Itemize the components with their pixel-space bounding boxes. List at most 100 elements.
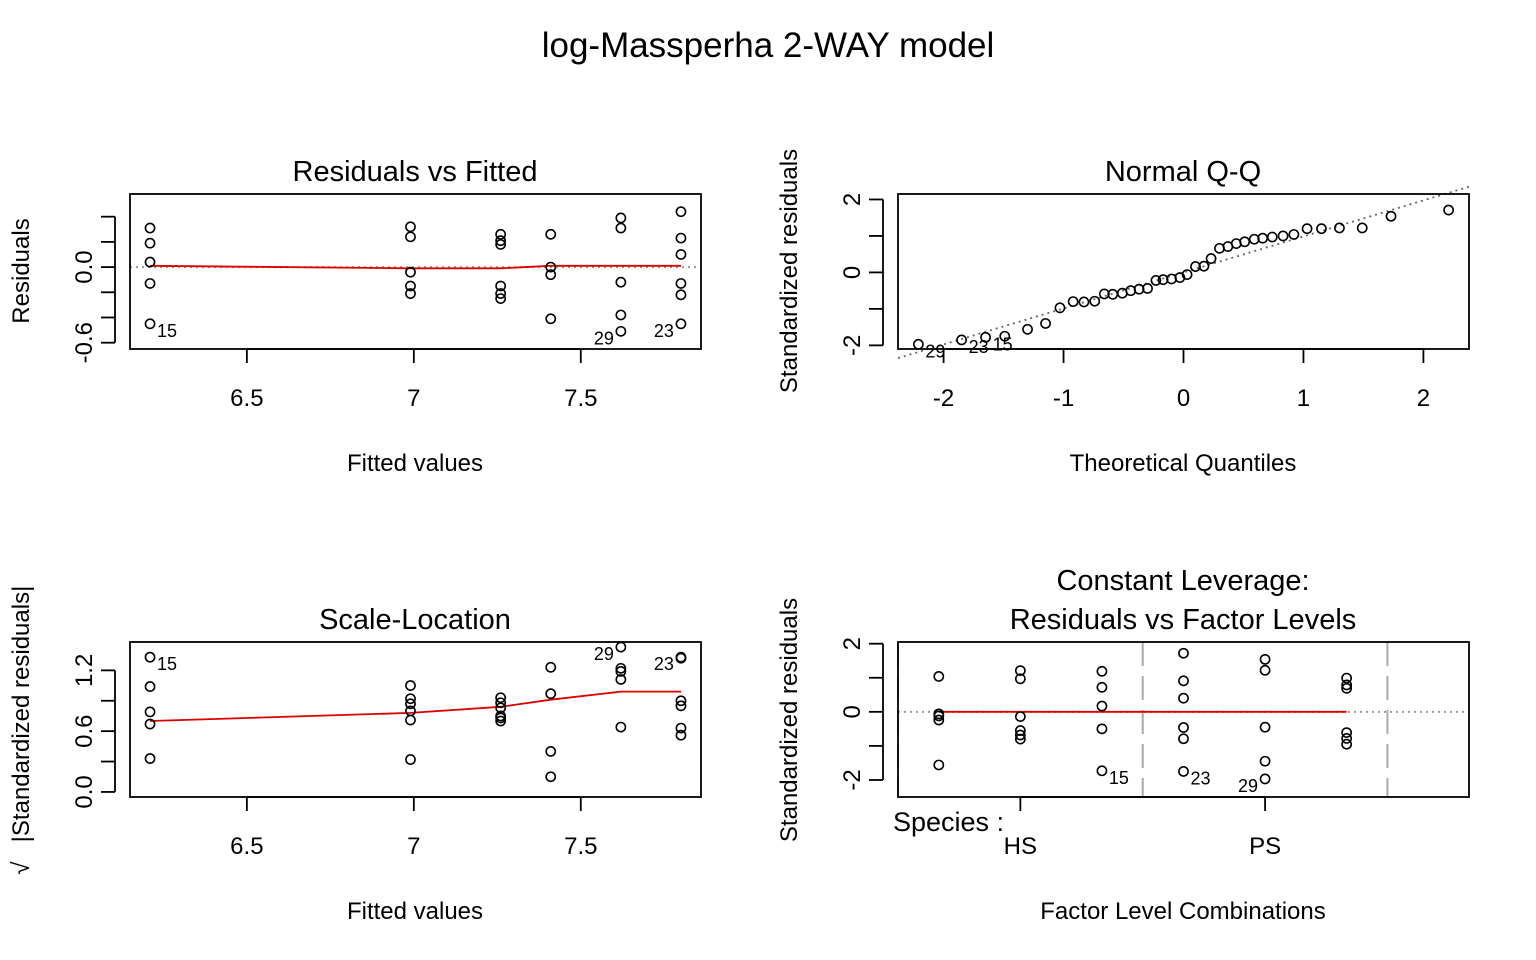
data-point (144, 706, 156, 718)
data-point (1014, 733, 1026, 745)
data-point (1014, 711, 1026, 723)
x-tick-label: 1 (1297, 385, 1310, 412)
data-point (1089, 295, 1101, 307)
point-label: 15 (157, 654, 177, 674)
y-tick-label: 0.0 (71, 775, 98, 808)
data-point (1040, 318, 1051, 329)
data-point (1014, 729, 1026, 741)
data-point (1142, 283, 1153, 294)
data-point (1096, 681, 1108, 693)
data-point (615, 212, 627, 224)
data-point (1288, 229, 1300, 240)
point-label: 29 (594, 328, 614, 348)
data-point (675, 318, 687, 330)
sqrt-symbol: √ (8, 861, 35, 875)
data-point (1259, 755, 1271, 767)
data-point (495, 293, 507, 304)
y-tick-label: 2 (839, 193, 866, 206)
x-axis-label: Factor Level Combinations (1040, 898, 1325, 925)
data-point (615, 641, 627, 653)
data-point (675, 249, 687, 260)
data-point (495, 715, 507, 727)
data-point (495, 288, 507, 299)
point-label: 15 (1109, 768, 1129, 788)
y-tick-label: 0 (839, 705, 866, 718)
data-point (1054, 302, 1066, 314)
data-point (405, 266, 416, 278)
x-axis-label: Fitted values (347, 450, 483, 477)
data-point (1178, 733, 1189, 745)
data-point (956, 334, 967, 346)
data-point (1239, 236, 1251, 248)
panel-title: Residuals vs Fitted (293, 156, 538, 188)
data-point (1259, 721, 1271, 733)
y-axis-label-group: √ |Standardized residuals| (8, 586, 35, 875)
point-label: 29 (1238, 776, 1258, 796)
data-point (675, 652, 687, 664)
data-point (1096, 765, 1108, 777)
panel-constant-leverage: Constant Leverage: Residuals vs Factor L… (776, 565, 1470, 925)
x-tick-label: 6.5 (230, 385, 263, 412)
data-point (1198, 260, 1210, 272)
data-point (1174, 272, 1186, 283)
data-point (1334, 222, 1345, 234)
page-title: log-Massperha 2-WAY model (542, 26, 995, 65)
y-tick-label: 1.2 (71, 654, 98, 687)
x-tick-label: 0 (1177, 385, 1190, 412)
panel-title: Scale-Location (319, 604, 511, 636)
data-point (933, 710, 945, 722)
data-point (615, 325, 627, 337)
data-point (1205, 253, 1217, 264)
data-point (1014, 665, 1026, 677)
y-axis-label: Standardized residuals (776, 149, 803, 393)
y-tick-label: -0.6 (71, 322, 98, 363)
x-tick-label: 7.5 (564, 385, 597, 412)
point-label: 15 (993, 334, 1013, 354)
data-point (405, 693, 416, 705)
data-point (1385, 210, 1397, 222)
y-axis-label: Standardized residuals (776, 598, 803, 842)
data-point (1178, 675, 1189, 687)
data-point (545, 261, 557, 273)
data-point (144, 222, 156, 234)
data-point (675, 206, 687, 218)
data-point (495, 702, 507, 714)
y-axis-label: Residuals (8, 218, 35, 323)
point-label: 29 (925, 341, 945, 361)
data-point (675, 700, 687, 712)
data-point (1341, 682, 1353, 694)
data-point (1014, 673, 1026, 685)
data-point (495, 280, 507, 292)
data-point (144, 278, 156, 289)
data-point (545, 771, 557, 783)
point-label: 23 (1191, 768, 1211, 788)
data-point (1096, 665, 1108, 677)
point-label: 29 (594, 644, 614, 664)
point-label: 23 (654, 321, 674, 341)
data-point (144, 651, 156, 663)
data-point (615, 309, 627, 321)
data-point (405, 714, 416, 726)
data-point (1178, 766, 1189, 777)
data-point (405, 754, 416, 765)
y-tick-label: 0.6 (71, 714, 98, 747)
data-point (1316, 223, 1327, 235)
data-point (615, 662, 627, 674)
data-point (545, 313, 557, 325)
y-tick-label: 0.0 (71, 250, 98, 283)
data-point (405, 221, 416, 233)
data-point (495, 697, 507, 709)
panel-title: Normal Q-Q (1105, 156, 1261, 188)
data-point (1259, 773, 1271, 785)
x-tick-label: 7 (407, 385, 420, 412)
panel-normal-qq: Normal Q-Q Theoretical Quantiles Standar… (776, 149, 1470, 477)
data-point (1259, 653, 1271, 665)
data-point (615, 665, 627, 677)
data-point (1341, 672, 1353, 684)
data-point (675, 278, 687, 289)
panel-title-line-2: Residuals vs Factor Levels (1010, 604, 1357, 636)
plot-frame (897, 641, 1470, 798)
point-label: 23 (969, 337, 989, 357)
y-tick-label: 0 (839, 266, 866, 279)
x-tick-label: 7.5 (564, 833, 597, 860)
